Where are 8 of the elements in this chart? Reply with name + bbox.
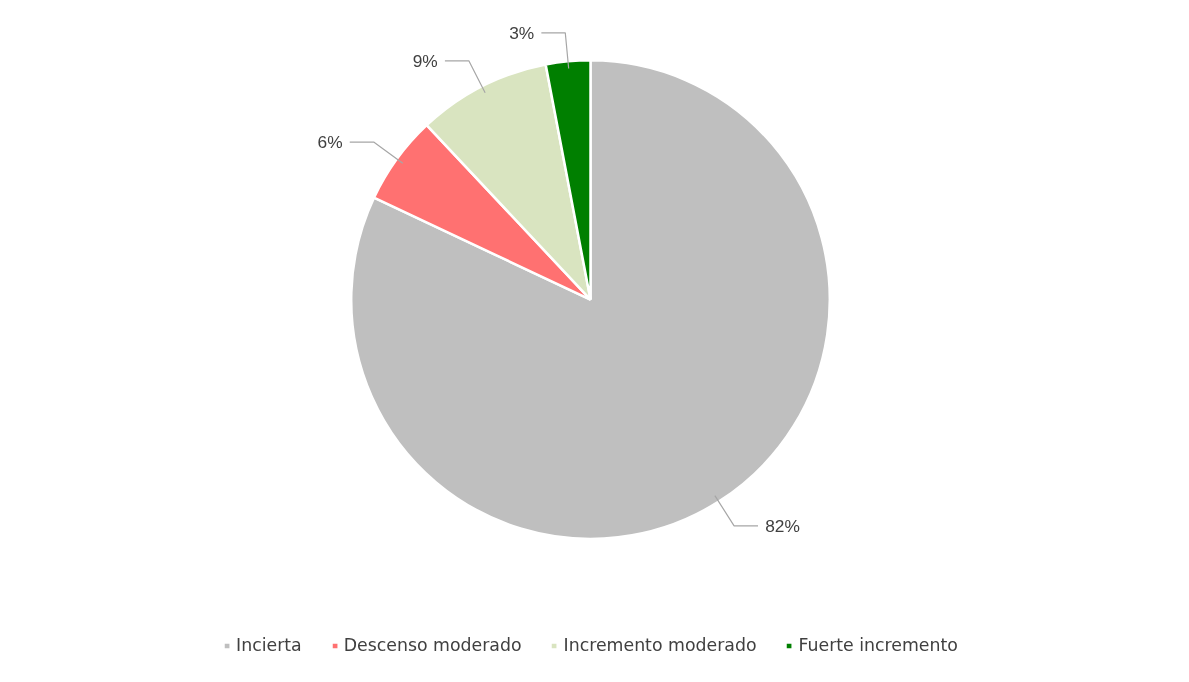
data-label: 6% xyxy=(317,132,343,153)
data-label: 3% xyxy=(509,22,535,43)
legend-label: Incierta xyxy=(236,635,302,655)
legend-label: Descenso moderado xyxy=(343,635,522,655)
legend-label: Fuerte incremento xyxy=(798,635,958,655)
data-label: 9% xyxy=(412,50,438,71)
legend-label: Incremento moderado xyxy=(563,635,757,655)
data-label: 82% xyxy=(765,515,800,536)
